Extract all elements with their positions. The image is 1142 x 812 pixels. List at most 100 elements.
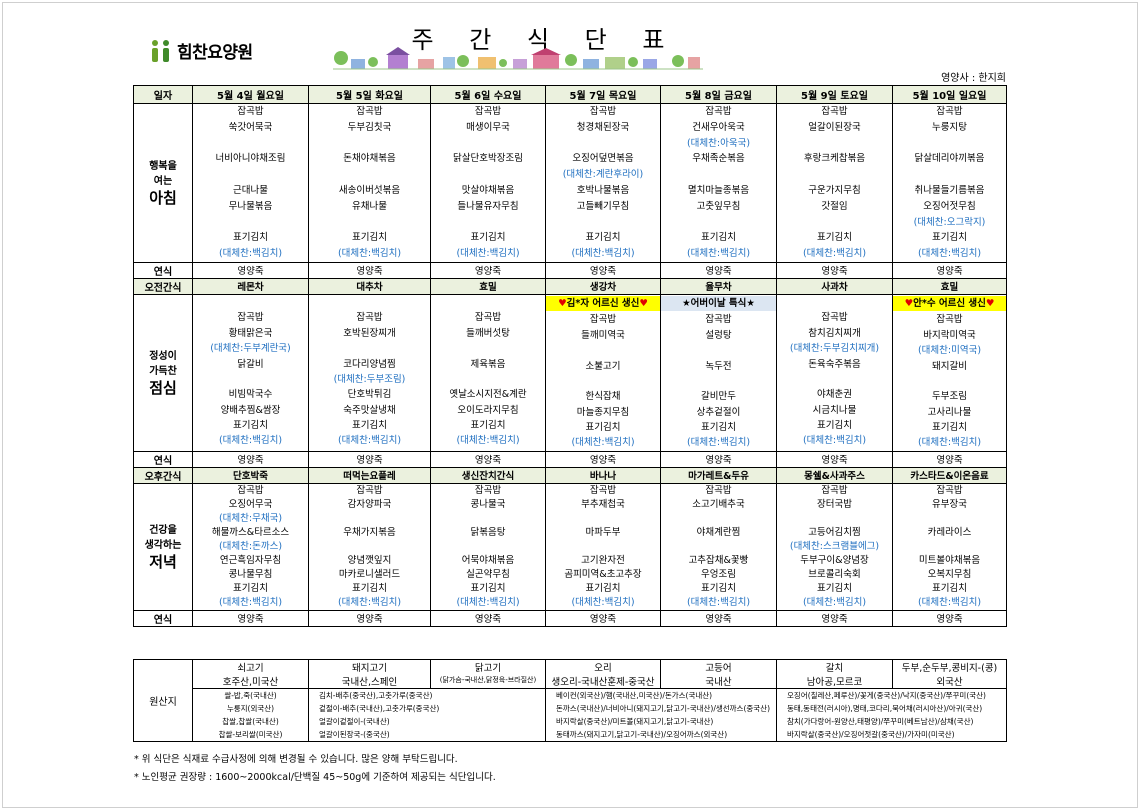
row-value: 영양죽 [776, 261, 893, 279]
alternate-dish: (대체찬:무채국) [218, 512, 283, 524]
dish: 콩나물국 [470, 498, 506, 510]
dish: 고추잡채&꽃빵 [688, 554, 749, 566]
dish: 닭살데리야끼볶음 [914, 153, 985, 165]
dish: 표기김치 [470, 420, 506, 432]
alternate-dish: (대체찬:백김치) [917, 248, 982, 260]
blank-line [894, 136, 1006, 152]
dish: 양배추찜&쌈장 [220, 404, 281, 416]
origin-item: 돼지고기 국내산,스페인 [308, 659, 431, 689]
dish: 누룽지탕 [932, 121, 967, 133]
origin-item: 오리 생오리-국내산훈제-중국산 [545, 659, 661, 689]
dish: 얼갈이된장국 [808, 121, 861, 133]
origin-item-source: 국내산,스페인 [341, 677, 398, 688]
row-value: 영양죽 [660, 450, 777, 468]
dish: 들깨미역국 [581, 329, 625, 341]
dish: 잡곡밥 [705, 484, 732, 496]
origin-detail-line: 오징어(칠레산,페루산)/꽃게(중국산)/낙지(중국산)/쭈꾸미(국산) [787, 691, 986, 700]
day-header: 5월 10일 일요일 [892, 85, 1007, 104]
alternate-dish: (대체찬:계란후라이) [562, 169, 644, 181]
dish: 유부장국 [932, 498, 967, 510]
day-menu: ♥안*수 어르신 생신♥ 잡곡밥 바지락미역국 (대체찬:미역국) 돼지갈비 두부조림 고사… [892, 294, 1007, 452]
blank-line [432, 215, 545, 231]
meal-label-line: 건강을 [149, 525, 177, 537]
day-menu: 잡곡밥 두부김칫국 돈채야채볶음 새송이버섯볶음 유채나물 표기김치 (대체찬:백김치) [308, 103, 431, 263]
notes: * 위 식단은 식재료 수급사정에 의해 변경될 수 있습니다. 많은 양해 부… [134, 751, 496, 787]
alternate-dish: (대체찬:두부계란국) [210, 343, 291, 355]
origin-item-source: 국내산 [705, 677, 732, 688]
dish: 맛살야채볶음 [461, 184, 515, 196]
day-header: 5월 9일 토요일 [776, 85, 893, 104]
day-menu: 잡곡밥 오징어무국 (대체찬:무채국) 해물까스&타르소스 (대체찬:돈까스) 연근흑임자… [192, 483, 309, 611]
dish: 우엉조림 [701, 568, 736, 580]
note: * 노인평균 권장량 : 1600~2000kcal/단백질 45~50g에 기… [134, 772, 496, 783]
dish: 부추재첩국 [581, 498, 625, 510]
origin-item-source: (닭가슴-국내산,닭정육-브라질산) [439, 676, 537, 684]
day-menu: 잡곡밥 얼갈이된장국 후랑크케찹볶음 구운가지무침 갓절임 표기김치 (대체찬:백김치) [776, 103, 893, 263]
blank-line [662, 512, 776, 526]
dish: 돼지갈비 [932, 360, 967, 372]
day-menu: 잡곡밥 소고기배추국 야채계란찜 고추잡채&꽃빵 우엉조림 표기김치 (대체찬:백김치) [660, 483, 777, 611]
dish: 표기김치 [470, 232, 506, 244]
day-header: 5월 4일 월요일 [192, 85, 309, 104]
dish: 돈채야채볶음 [343, 153, 396, 165]
alternate-dish: (대체찬:백김치) [456, 435, 520, 447]
blank-line [194, 136, 308, 152]
row-value: 율무차 [660, 277, 777, 295]
dish: 한식잡채 [585, 391, 621, 403]
dish: 황태맑은국 [228, 327, 273, 339]
dish: 무나물볶음 [228, 200, 273, 212]
blank-line [547, 136, 660, 152]
alternate-dish: (대체찬:아욱국) [686, 137, 751, 149]
alternate-dish: (대체찬:백김치) [686, 248, 751, 260]
blank-line [547, 374, 660, 389]
origin-item-source: 남아공,모르코 [806, 677, 863, 688]
single-row: 연식 영양죽 영양죽 영양죽 영양죽 영양죽 영양죽 영양죽 [133, 261, 1007, 279]
dish: 상추겉절이 [696, 406, 741, 418]
dish: 오징어젓무침 [923, 200, 976, 212]
blank-line [894, 167, 1006, 183]
day-menu: 잡곡밥 쑥갓어묵국 너비아니야채조림 근대나물 무나물볶음 표기김치 (대체찬:백김치) [192, 103, 309, 263]
row-value: 생신잔치간식 [430, 466, 546, 484]
blank-line [778, 167, 892, 183]
dish: 브로콜리숙회 [808, 568, 861, 580]
origin-detail-line: 찹쌀,찹쌀(국내산) [222, 717, 279, 726]
row-value: 몽쉘&사과주스 [776, 466, 893, 484]
row-value: 영양죽 [892, 261, 1007, 279]
alternate-dish: (대체찬:백김치) [802, 435, 867, 447]
meal-label-stack: 행복을 여는 아침 [135, 147, 192, 218]
origin-item: 쇠고기 호주산,미국산 [192, 659, 309, 689]
row-value: 생강차 [545, 277, 661, 295]
dish: 옛날소시지전&계란 [449, 389, 527, 401]
meal-label-line: 행복을 [149, 161, 177, 173]
event-banner: ★어버이날 특식★ [661, 295, 776, 312]
dish: 근대나물 [233, 184, 268, 196]
dish: 고등어김치찜 [808, 526, 861, 538]
logo: 힘찬요양원 [150, 38, 253, 63]
banner-symbol: ♥ [904, 297, 914, 309]
dish: 소불고기 [585, 360, 621, 372]
dish: 두부김칫국 [347, 121, 392, 133]
origin-detail: 오징어(칠레산,페루산)/꽃게(중국산)/낙지(중국산)/쭈꾸미(국산) 동태,동… [776, 688, 1007, 742]
alternate-dish: (대체찬:백김치) [917, 596, 982, 608]
dish: 건새우아욱국 [692, 121, 745, 133]
dish: 해물까스&타르소스 [211, 526, 290, 538]
day-menu: 잡곡밥 참치김치찌개 (대체찬:두부김치찌개) 돈육숙주볶음 야채춘권 시금치나물 표기김치… [776, 294, 893, 452]
origin-detail-line: 참치(가다랑어-원양산,태평양)/쭈꾸미(베트남산)/삼채(국산) [787, 717, 974, 726]
meal-label-line: 아침 [149, 189, 177, 208]
alternate-dish: (대체찬:백김치) [337, 248, 402, 260]
banner-symbol: ★ [682, 297, 691, 309]
blank-line [662, 540, 776, 554]
dish: 새송이버섯볶음 [338, 184, 401, 196]
row-label: 오후간식 [133, 466, 193, 484]
dish: 고사리나물 [927, 406, 972, 418]
dish: 닭볶음탕 [470, 526, 506, 538]
origin-detail-line: 돈까스(국내산)/너비아니(돼지고기,닭고기-국내산)/생선까스(중국산) [556, 704, 770, 713]
dietitian: 영양사 : 한지희 [941, 73, 1006, 84]
dish: 표기김치 [817, 420, 852, 432]
dish: 구운가지무침 [808, 184, 861, 196]
dish: 오징어덮면볶음 [572, 153, 634, 165]
row-label: 연식 [133, 261, 193, 279]
dish: 표기김치 [932, 582, 967, 594]
dish: 우채족순볶음 [692, 153, 745, 165]
day-header: 5월 6일 수요일 [430, 85, 546, 104]
